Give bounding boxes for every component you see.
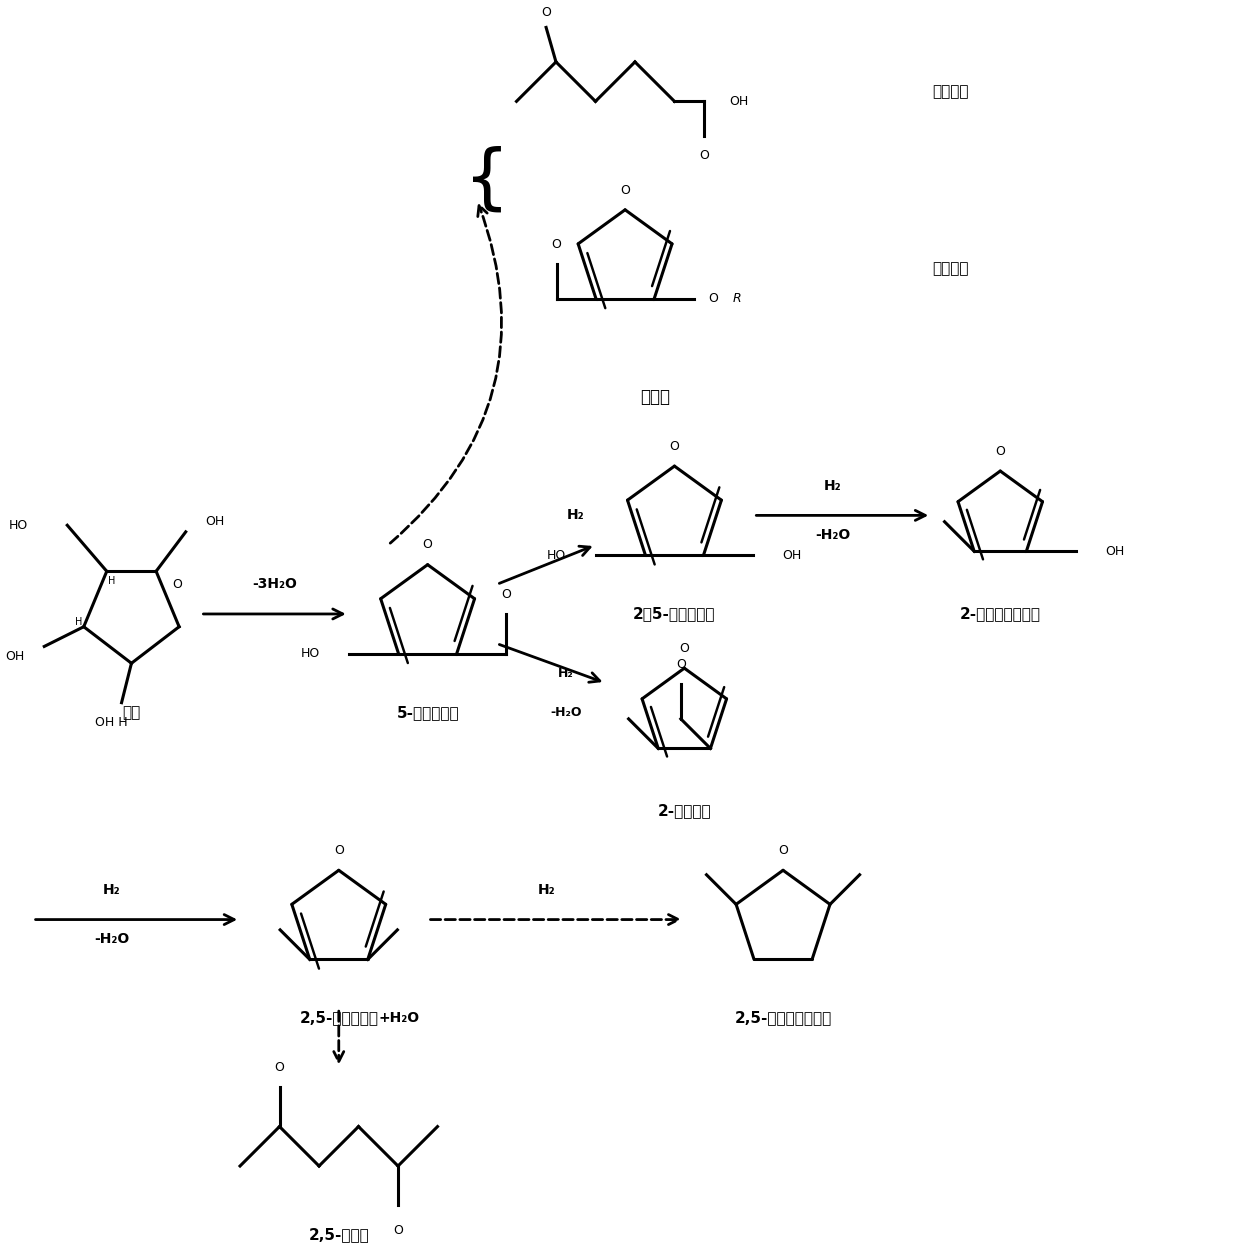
Text: H: H [76,617,83,627]
Text: -H₂O: -H₂O [94,932,129,947]
Text: O: O [393,1224,403,1237]
Text: 乙酰丙酸: 乙酰丙酸 [932,85,970,100]
Text: O: O [541,6,551,19]
Text: OH: OH [782,549,802,562]
Text: +H₂O: +H₂O [378,1011,419,1025]
Text: -H₂O: -H₂O [551,707,582,719]
Text: HO: HO [547,549,567,562]
Text: H₂: H₂ [537,883,556,897]
Text: R: R [733,292,742,306]
Text: H₂: H₂ [823,479,841,493]
Text: {: { [464,146,510,215]
Text: O: O [996,445,1006,458]
Text: O: O [274,1061,284,1074]
Text: -H₂O: -H₂O [815,529,851,542]
Text: 2-羟甲基吵喃甲醇: 2-羟甲基吵喃甲醇 [960,607,1040,622]
Text: O: O [680,642,689,656]
Text: O: O [779,845,787,857]
Text: HO: HO [9,519,27,531]
Text: H₂: H₂ [558,667,574,679]
Text: O: O [708,292,718,306]
Text: 酯化产物: 酯化产物 [932,261,970,276]
Text: -3H₂O: -3H₂O [252,577,298,591]
Text: 2,5-二甲基四氢吵喃: 2,5-二甲基四氢吵喃 [734,1010,832,1025]
Text: 2,5-二甲基吵喃: 2,5-二甲基吵喃 [299,1010,378,1025]
Text: H₂: H₂ [567,509,584,522]
Text: OH: OH [206,515,224,529]
Text: O: O [670,440,680,453]
Text: H: H [108,576,115,586]
Text: OH: OH [1105,545,1125,557]
Text: 5-羟甲基糊醉: 5-羟甲基糊醉 [397,705,459,720]
Text: O: O [501,588,511,601]
Text: OH H: OH H [95,715,128,729]
Text: 2，5-羟甲基吵喃: 2，5-羟甲基吵喃 [634,607,715,622]
Text: 2,5-己二锐: 2,5-己二锐 [309,1228,370,1243]
Text: O: O [552,239,562,251]
Text: H₂: H₂ [103,883,120,897]
Text: OH: OH [5,649,25,663]
Text: OH: OH [729,95,748,108]
Text: O: O [423,539,433,551]
Text: O: O [620,184,630,197]
Text: O: O [676,658,686,672]
Text: O: O [699,149,709,162]
Text: O: O [172,577,182,591]
Text: 2-甲基糊醉: 2-甲基糊醉 [657,804,712,819]
Text: 果糖: 果糖 [123,705,140,720]
Text: O: O [334,845,343,857]
Text: HO: HO [300,647,320,661]
Text: 胡敏素: 胡敏素 [640,388,670,406]
